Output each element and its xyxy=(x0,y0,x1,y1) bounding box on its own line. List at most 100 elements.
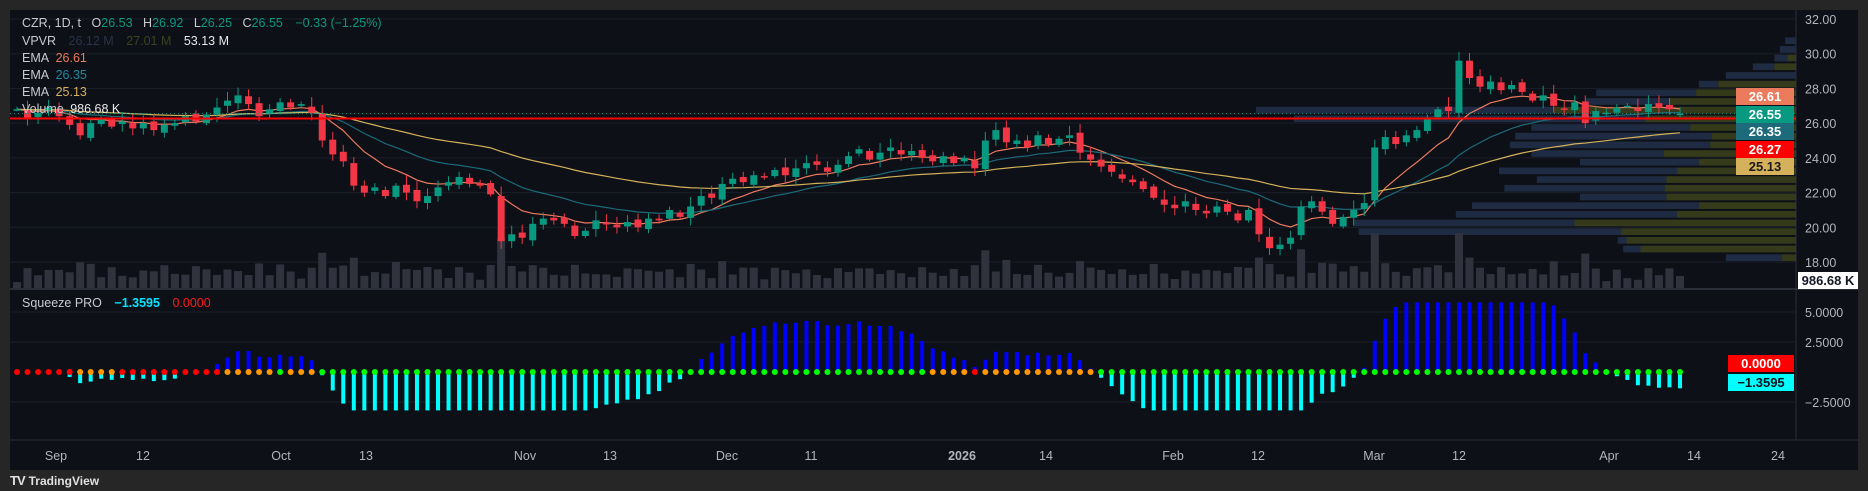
squeeze-dot xyxy=(266,369,273,375)
volume-bar xyxy=(1433,265,1442,288)
momentum-bar xyxy=(372,372,377,411)
squeeze-dot xyxy=(87,369,94,375)
volume-bar xyxy=(507,266,516,288)
squeeze-dot xyxy=(1056,369,1063,375)
momentum-bar xyxy=(225,357,230,372)
squeeze-dot xyxy=(1666,369,1673,375)
momentum-bar xyxy=(941,351,946,372)
squeeze-dot xyxy=(129,369,136,375)
ema-value: 26.61 xyxy=(55,51,87,65)
momentum-bar xyxy=(457,372,462,411)
vpvr-legend[interactable]: VPVR 26.12 M 27.01 M 53.13 M xyxy=(22,34,232,48)
squeeze-dot xyxy=(1077,369,1084,375)
squeeze-dot xyxy=(708,369,715,375)
squeeze-dot xyxy=(14,369,20,375)
candle-body xyxy=(1455,60,1463,113)
candle-body xyxy=(1139,181,1147,190)
squeeze-dot xyxy=(1234,369,1241,375)
candle-body xyxy=(539,218,547,225)
momentum-bar xyxy=(1383,318,1388,372)
squeeze-dot xyxy=(1108,369,1115,375)
volume-bar xyxy=(960,276,969,288)
squeeze-momentum-tag: −1.3595 xyxy=(1728,374,1794,391)
volume-bar xyxy=(107,267,116,288)
momentum-bar xyxy=(835,325,840,372)
volume-bar xyxy=(739,267,748,288)
squeeze-dot xyxy=(782,369,789,375)
volume-bar xyxy=(802,269,811,288)
squeeze-dot xyxy=(1634,369,1641,375)
symbol-name[interactable]: CZR, 1D, t xyxy=(22,16,82,30)
momentum-bar xyxy=(1330,372,1335,393)
squeeze-dot xyxy=(561,369,568,375)
chart-panel[interactable] xyxy=(10,10,1858,470)
candle-body xyxy=(981,140,989,170)
volume-bar xyxy=(907,277,916,288)
volume-bar xyxy=(1665,268,1674,288)
vpvr-bar-up xyxy=(1574,219,1796,227)
momentum-bar xyxy=(1078,360,1083,372)
low-value: 26.25 xyxy=(200,16,233,30)
high-label: H xyxy=(143,16,153,30)
volume-bar xyxy=(202,269,211,288)
volume-bar xyxy=(1370,233,1379,288)
candle-body xyxy=(318,113,326,141)
candle-body xyxy=(602,222,610,225)
volume-bar xyxy=(1055,276,1064,288)
volume-bar xyxy=(844,272,853,288)
open-label: O xyxy=(91,16,102,30)
candle-body xyxy=(245,96,253,105)
price-tag: 26.27 xyxy=(1736,140,1794,158)
momentum-bar xyxy=(1235,372,1240,411)
volume-legend[interactable]: Volume 986.68 K xyxy=(22,102,123,116)
volume-bar xyxy=(1233,266,1242,288)
volume-bar xyxy=(1012,274,1021,288)
candle-body xyxy=(834,164,842,173)
volume-bar xyxy=(1539,274,1548,288)
candle-body xyxy=(1581,101,1589,124)
candle-body xyxy=(876,152,884,160)
squeeze-legend[interactable]: Squeeze PRO −1.3595 0.0000 xyxy=(22,296,214,310)
momentum-bar xyxy=(1678,372,1682,389)
momentum-bar xyxy=(1172,372,1177,411)
momentum-bar xyxy=(509,372,514,411)
volume-bar xyxy=(560,275,569,288)
candle-body xyxy=(1276,244,1284,250)
squeeze-dot xyxy=(445,369,452,375)
high-value: 26.92 xyxy=(152,16,184,30)
candle-body xyxy=(1192,203,1200,210)
squeeze-dot xyxy=(698,369,705,375)
ema-legend-1[interactable]: EMA 26.61 xyxy=(22,51,90,65)
time-axis-label: Dec xyxy=(715,449,739,463)
squeeze-dot xyxy=(1424,369,1431,375)
volume-bar xyxy=(728,274,737,288)
squeeze-dot xyxy=(1434,369,1441,375)
momentum-bar xyxy=(1309,372,1314,403)
volume-bar xyxy=(918,267,927,288)
squeeze-dot xyxy=(1645,369,1652,375)
momentum-bar xyxy=(309,360,314,372)
volume-bar xyxy=(612,276,621,288)
tradingview-logo[interactable]: TV TradingView xyxy=(10,470,99,491)
squeeze-dot xyxy=(182,369,189,375)
momentum-bar xyxy=(383,372,388,411)
momentum-bar xyxy=(1341,372,1346,387)
candle-body xyxy=(497,196,505,242)
volume-bar xyxy=(855,268,864,288)
ema-legend-2[interactable]: EMA 26.35 xyxy=(22,68,90,82)
squeeze-dot xyxy=(382,369,389,375)
brand-name: TradingView xyxy=(28,473,100,488)
momentum-bar xyxy=(109,372,114,380)
candle-body xyxy=(1539,95,1547,101)
volume-bar xyxy=(1307,272,1316,288)
ema-legend-3[interactable]: EMA 25.13 xyxy=(22,85,90,99)
momentum-bar xyxy=(1393,307,1398,372)
squeeze-dot xyxy=(413,369,420,375)
squeeze-dot xyxy=(1329,369,1336,375)
momentum-bar xyxy=(1183,372,1188,411)
volume-bar xyxy=(128,277,137,288)
candle-body xyxy=(1444,106,1452,112)
time-axis-label: 13 xyxy=(603,449,617,463)
volume-bar xyxy=(297,278,306,288)
